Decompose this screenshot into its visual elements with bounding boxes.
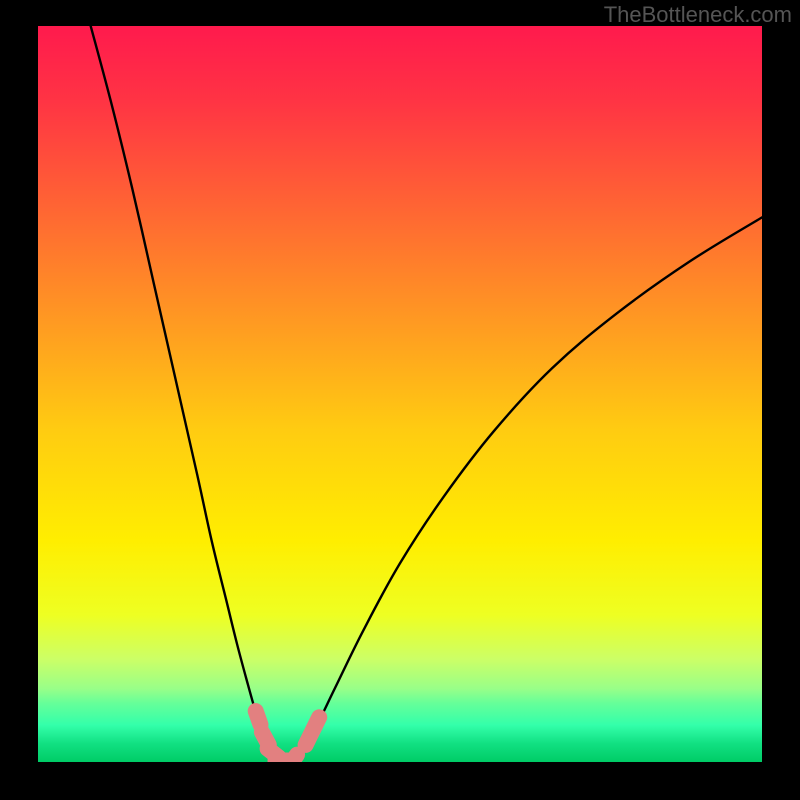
marker-capsule [256,711,261,725]
marker-capsule [313,717,319,730]
chart-container: TheBottleneck.com [0,0,800,800]
plot-area [38,26,762,762]
marker-series [38,26,762,762]
marker-capsule [289,755,297,762]
watermark-text: TheBottleneck.com [604,2,792,28]
